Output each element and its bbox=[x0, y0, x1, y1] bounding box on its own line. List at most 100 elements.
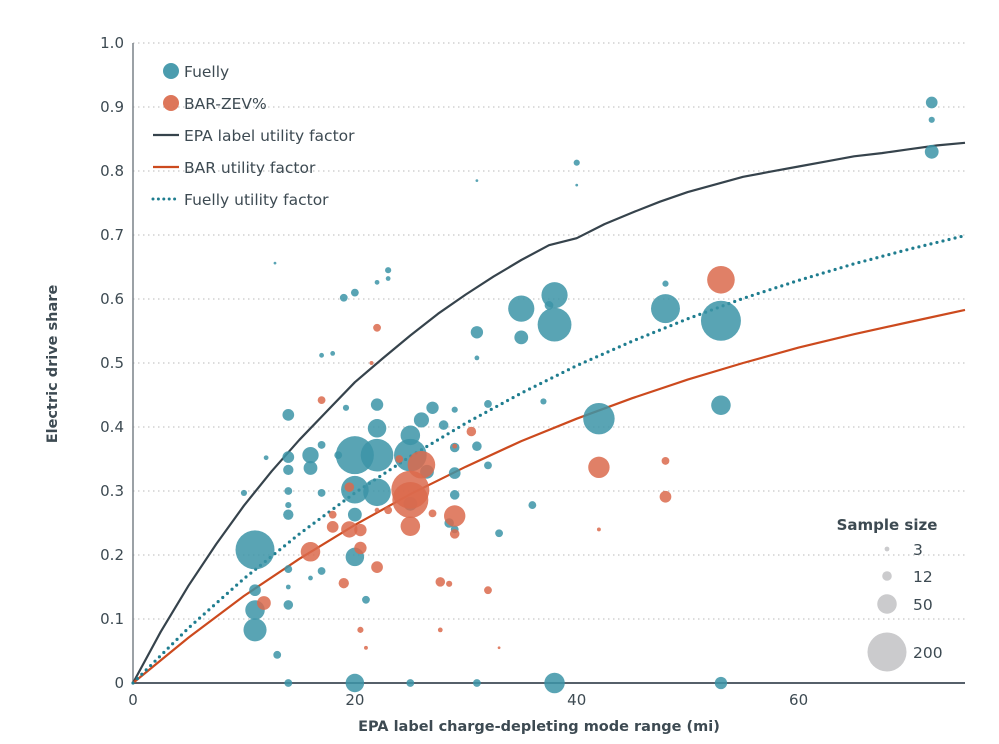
data-point bbox=[317, 396, 326, 405]
legend-item: Fuelly utility factor bbox=[151, 191, 329, 209]
data-point bbox=[367, 419, 387, 438]
data-point bbox=[540, 398, 547, 405]
data-point bbox=[374, 507, 380, 513]
data-point bbox=[235, 530, 275, 570]
data-point bbox=[317, 567, 326, 575]
data-point bbox=[395, 455, 404, 463]
data-point bbox=[385, 267, 392, 274]
epa-label-utility-factor-curve bbox=[132, 141, 966, 684]
y-tick-label: 0.1 bbox=[100, 610, 124, 628]
data-point bbox=[302, 446, 319, 464]
data-point bbox=[661, 457, 670, 465]
data-point bbox=[596, 527, 601, 532]
data-point bbox=[385, 276, 391, 281]
data-point bbox=[474, 355, 480, 361]
size-legend-circle bbox=[884, 546, 890, 552]
data-point bbox=[466, 426, 477, 437]
legend: Fuelly BAR-ZEV% EPA label utility factor BA… bbox=[151, 63, 355, 209]
data-point bbox=[452, 443, 458, 449]
data-point bbox=[362, 595, 370, 604]
data-point bbox=[470, 326, 484, 339]
size-legend-circle bbox=[877, 594, 897, 614]
data-point bbox=[284, 487, 293, 495]
data-point bbox=[537, 307, 572, 342]
legend-marker-icon bbox=[163, 95, 179, 111]
data-point bbox=[282, 408, 295, 421]
data-point bbox=[273, 261, 277, 265]
data-point bbox=[707, 266, 735, 294]
size-legend-item: 200 bbox=[867, 632, 943, 672]
data-point bbox=[360, 438, 394, 472]
data-point bbox=[528, 501, 537, 509]
size-legend-circle bbox=[882, 571, 892, 581]
data-point bbox=[240, 489, 248, 497]
legend-label: EPA label utility factor bbox=[184, 127, 355, 145]
data-point bbox=[350, 288, 359, 297]
data-point bbox=[588, 456, 610, 479]
data-point bbox=[263, 455, 269, 461]
data-point bbox=[472, 441, 482, 451]
data-point bbox=[285, 501, 292, 509]
data-point bbox=[544, 301, 554, 310]
data-point bbox=[514, 330, 529, 345]
data-point bbox=[573, 159, 580, 166]
data-point bbox=[317, 489, 326, 497]
data-point bbox=[700, 300, 741, 341]
data-point bbox=[400, 516, 421, 536]
legend-marker-icon bbox=[163, 63, 179, 79]
data-point bbox=[282, 451, 295, 463]
data-point bbox=[662, 280, 669, 287]
data-point bbox=[924, 144, 939, 159]
data-point bbox=[354, 523, 367, 537]
x-tick-label: 60 bbox=[789, 691, 808, 709]
size-legend-item: 50 bbox=[877, 594, 933, 614]
data-point bbox=[354, 541, 367, 555]
data-point bbox=[341, 521, 358, 538]
data-point bbox=[426, 401, 439, 414]
series-fuelly bbox=[235, 96, 939, 694]
data-point bbox=[357, 626, 364, 633]
data-point bbox=[284, 679, 293, 687]
data-point bbox=[317, 441, 326, 449]
y-tick-label: 0.7 bbox=[100, 226, 124, 244]
data-point bbox=[407, 450, 436, 479]
y-tick-label: 0.4 bbox=[100, 418, 124, 436]
size-legend-item: 12 bbox=[882, 568, 933, 586]
data-point bbox=[475, 179, 479, 182]
series-bar-zev- bbox=[257, 266, 735, 650]
data-points bbox=[235, 96, 939, 694]
size-legend-label: 3 bbox=[913, 541, 923, 559]
data-point bbox=[406, 679, 415, 687]
data-point bbox=[273, 650, 282, 659]
data-point bbox=[374, 279, 380, 285]
data-point bbox=[448, 467, 461, 479]
data-point bbox=[319, 352, 324, 358]
data-point bbox=[449, 529, 460, 539]
size-legend-label: 12 bbox=[913, 568, 933, 586]
data-point bbox=[363, 478, 391, 507]
data-point bbox=[484, 586, 492, 595]
data-point bbox=[364, 645, 368, 650]
x-axis-title: EPA label charge-depleting mode range (m… bbox=[358, 719, 720, 735]
legend-label: BAR-ZEV% bbox=[184, 95, 267, 113]
size-legend-circle bbox=[867, 632, 907, 672]
y-tick-label: 0.6 bbox=[100, 290, 124, 308]
data-point bbox=[446, 580, 453, 587]
data-point bbox=[508, 295, 535, 322]
data-point bbox=[338, 577, 349, 589]
data-point bbox=[444, 505, 466, 527]
data-point bbox=[484, 461, 492, 470]
data-point bbox=[283, 464, 294, 476]
x-tick-label: 0 bbox=[128, 691, 138, 709]
data-point bbox=[371, 561, 383, 574]
data-point bbox=[373, 323, 381, 332]
size-legend: Sample size 3 12 50 200 bbox=[837, 516, 943, 672]
data-point bbox=[308, 575, 313, 581]
data-point bbox=[711, 395, 731, 415]
data-point bbox=[284, 565, 293, 573]
x-tick-labels: 0 20 40 60 bbox=[128, 691, 808, 709]
data-point bbox=[472, 679, 481, 687]
data-point bbox=[339, 293, 348, 302]
data-point bbox=[659, 490, 672, 503]
